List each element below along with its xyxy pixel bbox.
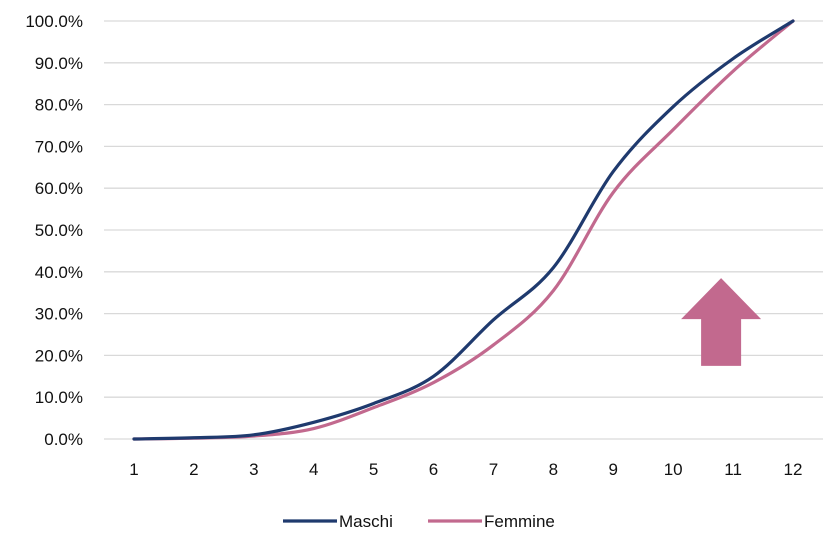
- y-tick-label: 90.0%: [35, 54, 83, 73]
- y-axis-ticks: 0.0% 10.0% 20.0% 30.0% 40.0% 50.0% 60.0% 70.0% 8…: [25, 12, 83, 449]
- x-tick-label: 1: [129, 460, 138, 479]
- y-tick-label: 70.0%: [35, 137, 83, 156]
- annotations: [681, 278, 762, 366]
- series-line-maschi: [132, 19, 795, 441]
- x-tick-label: 4: [309, 460, 318, 479]
- x-tick-label: 3: [249, 460, 258, 479]
- x-axis-ticks: 1 2 3 4 5 6 7 8 9 10 11 12: [129, 460, 802, 479]
- legend: Maschi Femmine: [283, 512, 555, 531]
- y-tick-label: 0.0%: [44, 430, 83, 449]
- x-tick-label: 7: [489, 460, 498, 479]
- x-tick-label: 6: [429, 460, 438, 479]
- x-tick-label: 11: [724, 460, 742, 479]
- up-arrow-icon: [681, 278, 762, 366]
- y-tick-label: 20.0%: [35, 346, 83, 365]
- x-tick-label: 10: [664, 460, 683, 479]
- x-tick-label: 12: [784, 460, 803, 479]
- y-tick-label: 60.0%: [35, 179, 83, 198]
- y-tick-label: 50.0%: [35, 221, 83, 240]
- legend-label: Maschi: [339, 512, 393, 531]
- legend-item-femmine: Femmine: [428, 512, 555, 531]
- y-tick-label: 80.0%: [35, 96, 83, 115]
- y-tick-label: 30.0%: [35, 305, 83, 324]
- x-tick-label: 5: [369, 460, 378, 479]
- legend-item-maschi: Maschi: [283, 512, 393, 531]
- x-tick-label: 9: [609, 460, 618, 479]
- grid: [104, 20, 823, 440]
- x-tick-label: 8: [549, 460, 558, 479]
- x-tick-label: 2: [189, 460, 198, 479]
- y-tick-label: 10.0%: [35, 388, 83, 407]
- legend-label: Femmine: [484, 512, 555, 531]
- y-tick-label: 40.0%: [35, 263, 83, 282]
- y-tick-label: 100.0%: [25, 12, 83, 31]
- series-lines: [132, 19, 795, 441]
